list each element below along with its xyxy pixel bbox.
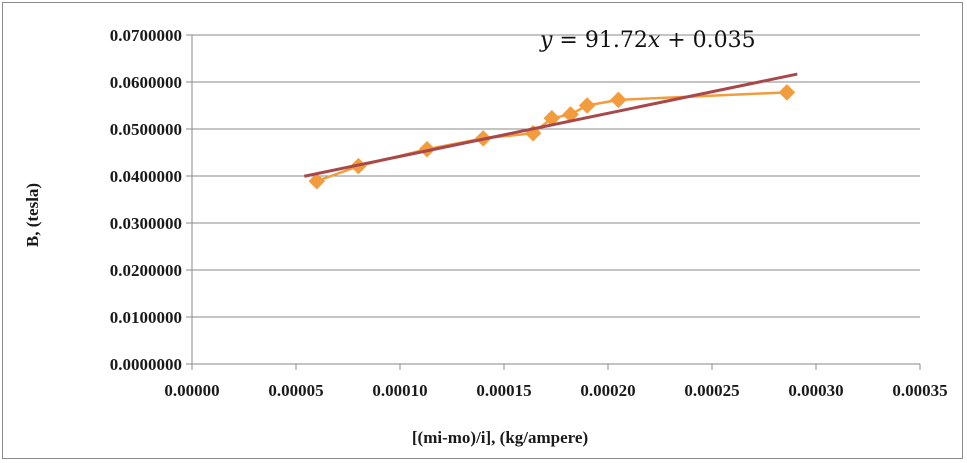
- x-tick-label: 0.00015: [476, 381, 531, 400]
- data-point-marker: [778, 83, 796, 101]
- x-axis-title: [(mi-mo)/i], (kg/ampere): [412, 428, 588, 447]
- x-tick-label: 0.00030: [788, 381, 843, 400]
- y-tick-label: 0.0100000: [110, 308, 182, 327]
- data-point-marker: [308, 172, 326, 190]
- y-tick-label: 0.0700000: [110, 26, 182, 45]
- y-tick-label: 0.0400000: [110, 167, 182, 186]
- axes: [186, 34, 921, 370]
- x-tick-label: 0.00000: [164, 381, 219, 400]
- x-tick-label: 0.00005: [268, 381, 323, 400]
- data-series: [308, 83, 796, 190]
- y-tick-label: 0.0200000: [110, 261, 182, 280]
- trendline-equation: y = 91.72x + 0.035: [539, 28, 756, 53]
- trendline: [304, 72, 798, 178]
- x-tick-labels: 0.00000 0.00005 0.00010 0.00015 0.00020 0.000…: [164, 381, 947, 400]
- data-point-marker: [578, 97, 596, 114]
- x-tick-label: 0.00020: [580, 381, 635, 400]
- y-tick-label: 0.0300000: [110, 214, 182, 233]
- y-tick-label: 0.0000000: [110, 355, 182, 374]
- x-tick-label: 0.00035: [892, 381, 947, 400]
- y-tick-labels: 0.0000000 0.0100000 0.0200000 0.0300000 0.04…: [110, 26, 182, 374]
- x-tick-label: 0.00010: [372, 381, 427, 400]
- data-point-marker: [418, 140, 436, 158]
- trendline-group: [304, 72, 798, 178]
- x-tick-label: 0.00025: [684, 381, 739, 400]
- data-point-marker: [610, 91, 627, 109]
- y-tick-label: 0.0600000: [110, 73, 182, 92]
- y-tick-label: 0.0500000: [110, 120, 182, 139]
- grid-lines: [192, 34, 920, 318]
- series-line: [316, 91, 787, 183]
- y-axis-title: B, (tesla): [23, 183, 42, 247]
